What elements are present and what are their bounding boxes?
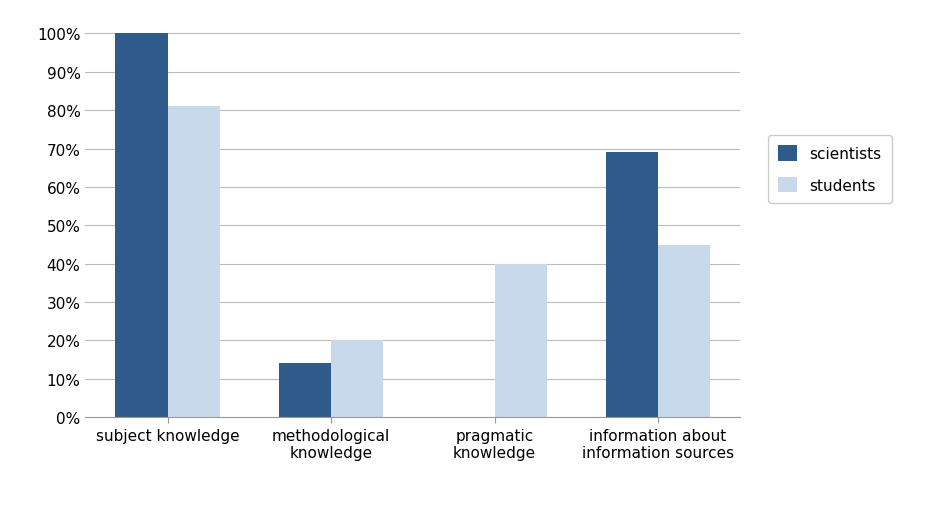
Bar [115,35,168,417]
Legend: scientists, students: scientists, students [768,135,891,204]
Bar [331,341,383,417]
Bar [168,107,220,417]
Bar [658,245,711,417]
Bar [279,364,331,417]
Bar [494,264,547,417]
Bar [605,153,658,417]
